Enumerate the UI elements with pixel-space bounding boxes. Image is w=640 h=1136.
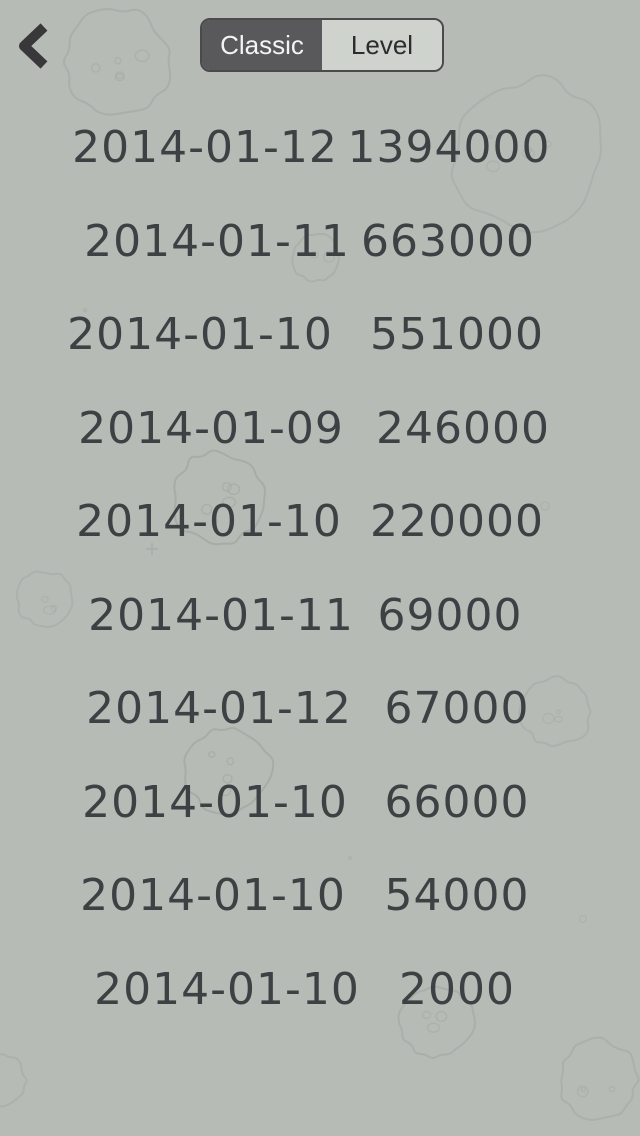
score-row: 2014-01-11 663000 [0, 195, 640, 289]
score-date: 2014-01-10 [82, 776, 348, 828]
mode-segmented-control: Classic Level [200, 18, 444, 72]
score-value: 54000 [384, 870, 530, 922]
score-row: 2014-01-12 67000 [0, 662, 640, 756]
score-value: 66000 [384, 776, 530, 828]
score-date: 2014-01-12 [86, 683, 352, 735]
score-date: 2014-01-11 [84, 215, 350, 267]
score-row: 2014-01-11 69000 [0, 569, 640, 663]
score-value: 2000 [399, 963, 515, 1015]
tab-classic[interactable]: Classic [202, 20, 322, 70]
score-date: 2014-01-12 [72, 122, 338, 174]
back-button[interactable] [10, 20, 58, 72]
asteroid-crater-doodle [580, 1086, 587, 1093]
tab-level[interactable]: Level [322, 20, 442, 70]
score-row: 2014-01-09 246000 [0, 382, 640, 476]
score-value: 220000 [370, 496, 544, 548]
score-row: 2014-01-10 66000 [0, 756, 640, 850]
chevron-left-icon [19, 23, 48, 69]
score-date: 2014-01-10 [94, 963, 360, 1015]
score-row: 2014-01-12 1394000 [0, 101, 640, 195]
score-value: 69000 [377, 589, 523, 641]
asteroid-doodle [560, 1036, 640, 1121]
asteroid-doodle [0, 1053, 28, 1108]
header: Classic Level [0, 0, 640, 80]
score-date: 2014-01-10 [67, 309, 333, 361]
score-value: 246000 [376, 402, 550, 454]
score-date: 2014-01-11 [88, 589, 354, 641]
asteroid-crater-doodle [576, 1085, 589, 1098]
score-date: 2014-01-10 [76, 496, 342, 548]
score-value: 67000 [384, 683, 530, 735]
score-date: 2014-01-10 [80, 870, 346, 922]
score-row: 2014-01-10 54000 [0, 849, 640, 943]
score-value: 551000 [370, 309, 544, 361]
score-list: 2014-01-12 1394000 2014-01-11 663000 201… [0, 101, 640, 1036]
score-row: 2014-01-10 551000 [0, 288, 640, 382]
asteroid-crater-doodle [608, 1085, 616, 1093]
score-date: 2014-01-09 [78, 402, 344, 454]
score-value: 663000 [361, 215, 535, 267]
score-value: 1394000 [347, 122, 551, 174]
score-row: 2014-01-10 2000 [0, 943, 640, 1037]
score-row: 2014-01-10 220000 [0, 475, 640, 569]
